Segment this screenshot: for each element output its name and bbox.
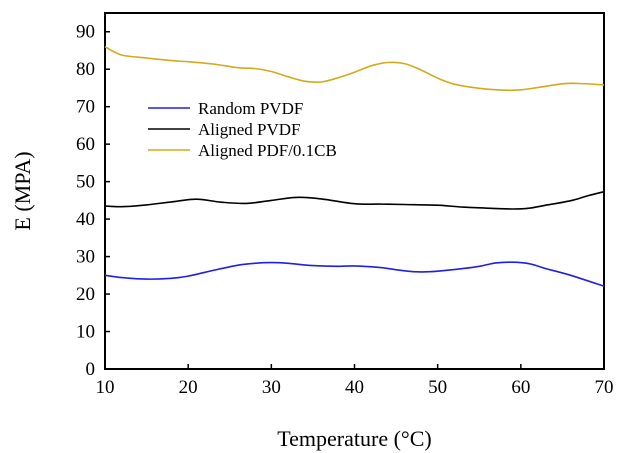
y-tick-label: 90 [76, 22, 95, 43]
x-tick-label: 50 [428, 377, 447, 398]
y-axis-label: E (MPA) [10, 151, 35, 230]
series-layer [104, 45, 605, 287]
y-tick-label: 20 [76, 284, 95, 305]
y-tick-label: 70 [76, 97, 95, 118]
y-tick-label: 0 [86, 359, 96, 380]
y-tick-label: 30 [76, 247, 95, 268]
series-line-aligned-pvdf [104, 190, 605, 210]
x-tick-label: 40 [345, 377, 364, 398]
x-tick-label: 10 [96, 377, 115, 398]
legend-label-random-pvdf: Random PVDF [198, 99, 303, 118]
y-tick-label: 10 [76, 322, 95, 343]
x-tick-label: 30 [262, 377, 281, 398]
series-line-aligned-pdf-0-1cb [104, 45, 605, 92]
legend-label-aligned-pvdf: Aligned PVDF [198, 120, 300, 139]
y-tick-label: 40 [76, 209, 95, 230]
plot-frame [104, 12, 605, 370]
x-tick-label: 20 [179, 377, 198, 398]
y-tick-label: 60 [76, 134, 95, 155]
x-axis-label: Temperature (°C) [277, 426, 431, 451]
series-line-random-pvdf [104, 261, 605, 287]
y-tick-label: 80 [76, 59, 95, 80]
x-tick-label: 70 [595, 377, 614, 398]
x-tick-label: 60 [511, 377, 530, 398]
legend: Random PVDF Aligned PVDF Aligned PDF/0.1CB [148, 99, 337, 160]
legend-label-aligned-pdf-0-1cb: Aligned PDF/0.1CB [198, 141, 337, 160]
y-tick-label: 50 [76, 172, 95, 193]
